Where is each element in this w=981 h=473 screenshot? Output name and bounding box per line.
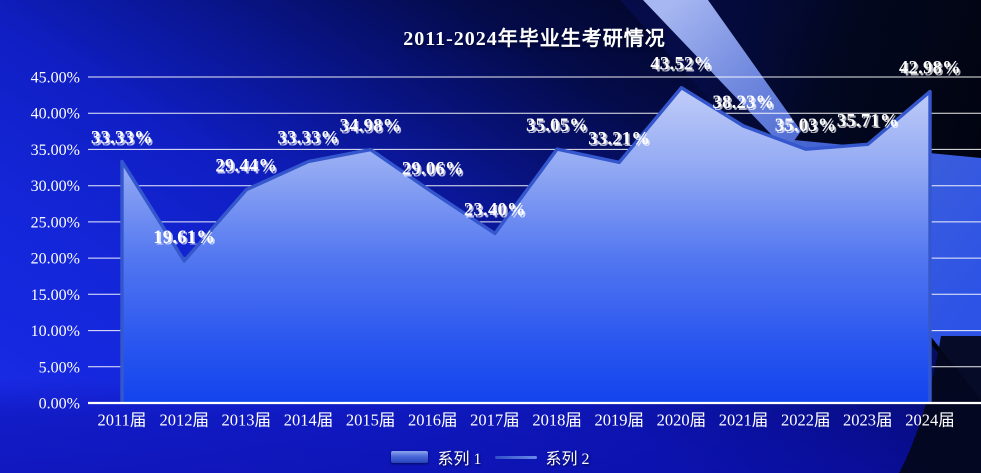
x-axis-tick-label: 2021届 <box>719 411 769 430</box>
legend: 系列 1 系列 2 <box>0 446 981 468</box>
data-label: 42.98% <box>899 59 961 79</box>
data-label: 35.05% <box>526 116 588 136</box>
data-label: 34.98% <box>340 117 402 137</box>
y-axis-tick-label: 20.00% <box>31 251 80 268</box>
legend-label-series2: 系列 2 <box>545 451 590 468</box>
data-label: 23.40% <box>464 201 526 221</box>
y-axis-tick-label: 45.00% <box>31 70 80 87</box>
legend-label-series1: 系列 1 <box>437 451 482 468</box>
data-label-shadow: 35.03% <box>776 118 838 138</box>
data-label: 35.71% <box>837 111 899 131</box>
y-axis-tick-label: 10.00% <box>31 323 80 340</box>
x-axis-tick-label: 2020届 <box>657 411 707 430</box>
x-axis-tick-label: 2016届 <box>408 411 458 430</box>
data-label: 43.52% <box>650 55 712 75</box>
x-axis-tick-label: 2012届 <box>159 411 209 430</box>
data-label: 35.03% <box>775 116 837 136</box>
legend-line-swatch-icon <box>494 455 537 459</box>
y-axis-tick-label: 5.00% <box>39 359 80 376</box>
legend-area-swatch-icon <box>391 451 429 463</box>
data-label-shadow: 19.61% <box>155 230 217 250</box>
y-axis-tick-label: 30.00% <box>31 178 80 195</box>
data-label-shadow: 38.23% <box>714 95 776 115</box>
data-label-shadow: 35.05% <box>528 118 590 138</box>
chart-title: 2011-2024年毕业生考研情况 <box>403 28 666 50</box>
data-label-shadow: 29.06% <box>403 161 465 181</box>
data-label: 38.23% <box>713 93 775 113</box>
x-axis-tick-label: 2018届 <box>532 411 582 430</box>
data-label-shadow: 43.52% <box>652 57 714 77</box>
data-label: 33.21% <box>588 129 650 149</box>
data-label: 29.44% <box>215 157 277 177</box>
dark-bottom-right-wedge <box>899 336 981 473</box>
y-axis-tick-label: 0.00% <box>39 396 80 413</box>
x-axis-tick-label: 2024届 <box>905 411 955 430</box>
data-label-shadow: 33.21% <box>590 131 652 151</box>
data-label: 33.33% <box>91 129 153 149</box>
x-axis-tick-label: 2011届 <box>98 411 147 430</box>
data-label-shadow: 23.40% <box>466 202 528 222</box>
data-label-shadow: 33.33% <box>93 130 155 150</box>
x-axis-tick-label: 2013届 <box>222 411 272 430</box>
y-axis-tick-label: 15.00% <box>31 287 80 304</box>
x-axis-tick-label: 2019届 <box>594 411 644 430</box>
series1-area <box>122 87 930 403</box>
y-axis-tick-label: 25.00% <box>31 214 80 231</box>
data-label-shadow: 34.98% <box>341 118 403 138</box>
data-label: 29.06% <box>402 160 464 180</box>
data-label-shadow: 35.71% <box>838 113 900 133</box>
series2-line <box>120 85 932 403</box>
data-label-shadow: 29.44% <box>217 159 279 179</box>
x-axis-tick-label: 2017届 <box>470 411 520 430</box>
x-axis-tick-label: 2014届 <box>284 411 334 430</box>
data-label-shadow: 33.33% <box>279 130 341 150</box>
y-axis-tick-label: 40.00% <box>31 106 80 123</box>
data-label-shadow: 42.98% <box>901 60 963 80</box>
data-label: 19.61% <box>153 228 215 248</box>
x-axis-tick-label: 2023届 <box>843 411 893 430</box>
y-axis-tick-label: 35.00% <box>31 142 80 159</box>
x-axis-tick-label: 2022届 <box>781 411 831 430</box>
data-label: 33.33% <box>278 129 340 149</box>
x-axis-tick-label: 2015届 <box>346 411 396 430</box>
